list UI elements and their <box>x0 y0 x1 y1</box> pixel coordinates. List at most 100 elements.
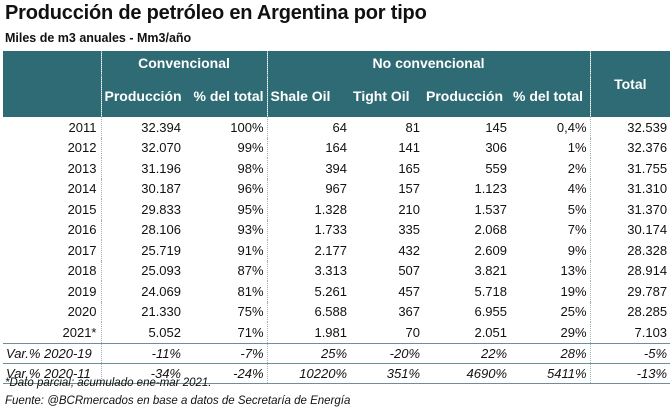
cell-nc-pct: 28% <box>510 342 591 363</box>
header-pct-total-nc: % del total <box>510 75 591 117</box>
variation-label: Var.% 2020-19 <box>3 342 101 363</box>
cell-shale: 1.733 <box>266 219 351 240</box>
cell-tight: 70 <box>405 324 421 340</box>
cell-conv-pct: 100% <box>230 119 264 135</box>
variation-row: Var.% 2020-19 -11% -7% 25% -20% 22% 28% -5% <box>3 342 671 363</box>
table-row: 2020 21.330 75% 6.588 367 6.955 25% 28.285 <box>3 301 671 322</box>
header-empty-2 <box>3 75 101 117</box>
cell-tight: 141 <box>398 140 421 156</box>
cell-nc-pct: 29% <box>560 324 587 340</box>
header-col-row: Producción % del total Shale Oil Tight O… <box>3 75 670 117</box>
cell-conv: 24.069 <box>100 281 184 302</box>
cell-conv: 29.833 <box>100 199 184 220</box>
cell-tight: 210 <box>398 201 421 217</box>
table-row: 2016 28.106 93% 1.733 335 2.068 7% 30.174 <box>3 219 671 240</box>
source-note: Fuente: @BCRmercados en base a datos de … <box>5 395 351 407</box>
cell-tight: 335 <box>398 222 421 238</box>
cell-nc: 2.051 <box>474 324 508 340</box>
cell-tight: 81 <box>405 119 421 135</box>
cell-nc: 2.068 <box>474 222 508 238</box>
cell-year: 2013 <box>67 160 97 176</box>
cell-total: 29.787 <box>589 281 671 302</box>
cell-tight: -20% <box>350 342 424 363</box>
cell-nc-pct: 1% <box>567 140 587 156</box>
cell-year: 2018 <box>67 263 97 279</box>
cell-tight: 165 <box>398 160 421 176</box>
cell-total: -13% <box>589 362 671 384</box>
cell-nc-pct: 5% <box>567 201 587 217</box>
cell-tight: 457 <box>398 283 421 299</box>
cell-shale: 64 <box>266 117 351 138</box>
cell-total: 31.755 <box>589 158 671 179</box>
cell-conv-pct: 87% <box>237 263 264 279</box>
cell-year: 2019 <box>67 283 97 299</box>
cell-conv-pct: 99% <box>237 140 264 156</box>
cell-nc: 6.955 <box>474 304 508 320</box>
header-tight-oil: Tight Oil <box>350 75 424 117</box>
cell-conv-pct: -24% <box>184 362 268 384</box>
cell-nc-pct: 4% <box>567 181 587 197</box>
cell-conv: 25.093 <box>100 260 184 281</box>
table-row: 2011 32.394 100% 64 81 145 0,4% 32.539 <box>3 117 671 138</box>
cell-total: -5% <box>589 342 671 363</box>
table-row: 2019 24.069 81% 5.261 457 5.718 19% 29.787 <box>3 281 671 302</box>
cell-nc-pct: 7% <box>567 222 587 238</box>
cell-nc: 4690% <box>423 362 511 384</box>
table-body: 2011 32.394 100% 64 81 145 0,4% 32.539 2012 32.07… <box>3 117 671 384</box>
cell-nc-pct: 9% <box>567 242 587 258</box>
cell-year: 2014 <box>67 181 97 197</box>
cell-shale: 1.981 <box>266 322 351 343</box>
cell-year: 2012 <box>67 140 97 156</box>
cell-total: 32.376 <box>589 137 671 158</box>
cell-conv-pct: 91% <box>237 242 264 258</box>
cell-tight: 507 <box>398 263 421 279</box>
cell-shale: 25% <box>266 342 351 363</box>
cell-conv: 32.394 <box>100 117 184 138</box>
cell-conv-pct: 95% <box>237 201 264 217</box>
cell-shale: 2.177 <box>266 240 351 261</box>
cell-nc-pct: 25% <box>560 304 587 320</box>
table-row: 2015 29.833 95% 1.328 210 1.537 5% 31.370 <box>3 199 671 220</box>
cell-shale: 10220% <box>266 362 351 384</box>
header-total: Total <box>589 51 671 117</box>
header-produccion: Producción <box>100 75 184 117</box>
cell-total: 30.174 <box>589 219 671 240</box>
header-convencional: Convencional <box>100 51 268 75</box>
header-produccion-nc: Producción <box>423 75 511 117</box>
header-empty <box>3 51 101 75</box>
cell-conv-pct: 98% <box>237 160 264 176</box>
table-row: 2014 30.187 96% 967 157 1.123 4% 31.310 <box>3 178 671 199</box>
cell-nc-pct: 13% <box>560 263 587 279</box>
cell-total: 7.103 <box>589 322 671 343</box>
cell-nc: 5.718 <box>474 283 508 299</box>
cell-shale: 1.328 <box>266 199 351 220</box>
cell-conv: 5.052 <box>100 322 184 343</box>
cell-tight: 351% <box>350 362 424 384</box>
header-pct-total: % del total <box>184 75 268 117</box>
cell-conv: 31.196 <box>100 158 184 179</box>
cell-year: 2021* <box>62 324 97 340</box>
header-no-convencional: No convencional <box>266 51 591 75</box>
cell-nc-pct: 0,4% <box>556 119 587 135</box>
cell-year: 2020 <box>67 304 97 320</box>
cell-conv-pct: 93% <box>237 222 264 238</box>
cell-tight: 157 <box>398 181 421 197</box>
page-title: Producción de petróleo en Argentina por … <box>5 2 427 24</box>
cell-nc: 3.821 <box>474 263 508 279</box>
table-row: 2018 25.093 87% 3.313 507 3.821 13% 28.914 <box>3 260 671 281</box>
cell-nc-pct: 5411% <box>510 362 591 384</box>
cell-conv-pct: 75% <box>237 304 264 320</box>
cell-shale: 5.261 <box>266 281 351 302</box>
cell-conv: -11% <box>100 342 184 363</box>
cell-nc: 559 <box>485 160 508 176</box>
cell-year: 2015 <box>67 201 97 217</box>
table-row: 2013 31.196 98% 394 165 559 2% 31.755 <box>3 158 671 179</box>
table-row: 2017 25.719 91% 2.177 432 2.609 9% 28.328 <box>3 240 671 261</box>
cell-conv: 28.106 <box>100 219 184 240</box>
cell-nc-pct: 2% <box>567 160 587 176</box>
cell-shale: 967 <box>266 178 351 199</box>
cell-shale: 394 <box>266 158 351 179</box>
cell-year: 2017 <box>67 242 97 258</box>
cell-shale: 3.313 <box>266 260 351 281</box>
cell-nc-pct: 19% <box>560 283 587 299</box>
